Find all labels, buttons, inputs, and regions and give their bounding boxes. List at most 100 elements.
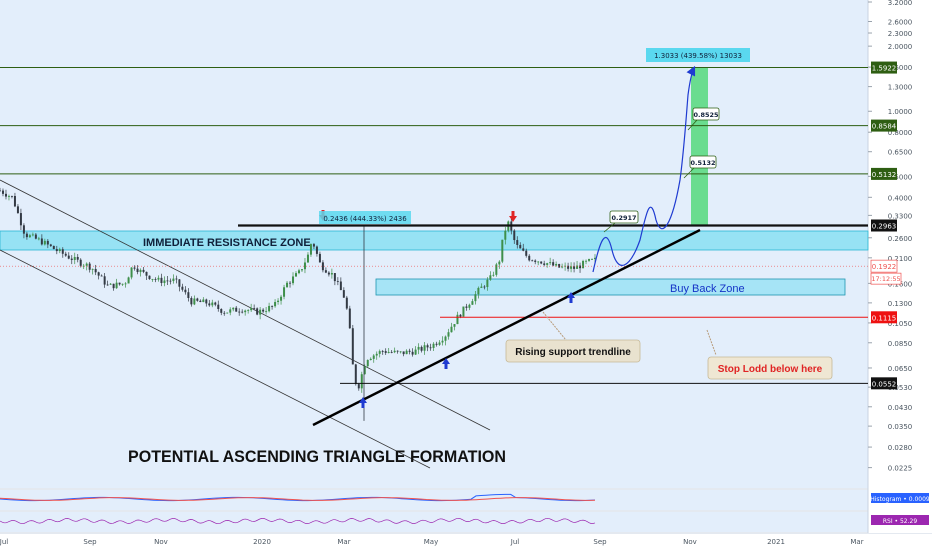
candle-body [295, 273, 298, 277]
candle-body [561, 266, 564, 268]
channel-lower-line[interactable] [0, 249, 431, 469]
rsi-line [0, 517, 596, 525]
rising-support-trendline[interactable] [312, 228, 701, 427]
candle-body [522, 248, 525, 251]
candle-body [7, 195, 10, 197]
candle-body [303, 262, 306, 270]
candle-body [300, 269, 303, 271]
channel-upper-line[interactable] [0, 179, 491, 431]
target-1-box[interactable] [609, 210, 639, 224]
candle-body [549, 262, 552, 264]
y-tick-label: 0.6500 [888, 149, 913, 157]
candle-body [4, 193, 7, 197]
candle-body [76, 256, 79, 260]
candle-body [519, 244, 522, 249]
candle-body [100, 275, 103, 277]
candle-body [70, 258, 73, 260]
candle-body [498, 261, 501, 265]
y-tick-label: 1.0000 [888, 108, 913, 116]
candle-body [366, 360, 369, 367]
candle-body [163, 280, 166, 284]
candle-body [79, 259, 82, 266]
x-tick-label: Sep [83, 538, 97, 546]
x-tick-label: Jul [510, 538, 520, 546]
candle-body [106, 284, 109, 286]
candle-body [594, 257, 596, 259]
candle-body [468, 304, 471, 308]
stop-loss-callout[interactable] [707, 356, 833, 380]
buy-arrow-icon [359, 397, 367, 408]
candle-body [115, 282, 118, 289]
candle-body [336, 281, 339, 282]
candle-body [414, 349, 417, 355]
candle-body [121, 283, 124, 285]
target-3-box[interactable] [692, 107, 720, 121]
candle-body [229, 309, 232, 313]
buy-back-zone[interactable] [375, 278, 846, 296]
candle-body [306, 254, 309, 263]
x-tick-label: Mar [850, 538, 863, 546]
target-2-box[interactable] [689, 155, 717, 169]
measure-big-box[interactable] [646, 48, 750, 62]
candle-body [429, 347, 432, 349]
current-price-badge [870, 259, 898, 273]
resistance-zone-label: IMMEDIATE RESISTANCE ZONE [143, 237, 311, 249]
candle-body [118, 282, 121, 285]
candle-body [390, 351, 393, 353]
candle-body [55, 249, 58, 252]
x-tick-label: Jul [0, 538, 8, 546]
x-tick-label: Mar [337, 538, 350, 546]
candle-body [208, 303, 211, 306]
x-tick-label: Nov [683, 538, 697, 546]
candle-body [540, 261, 543, 264]
y-tick-label: 0.1050 [888, 320, 913, 328]
candle-body [411, 351, 414, 355]
candle-body [172, 278, 175, 282]
candle-body [297, 270, 300, 274]
candle-body [157, 277, 160, 280]
candle-body [31, 234, 34, 236]
candle-body [127, 277, 130, 284]
candle-body [516, 240, 519, 245]
y-tick-label: 2.6000 [888, 19, 913, 27]
rising-support-callout[interactable] [505, 339, 641, 363]
candle-body [124, 283, 127, 285]
projection-path [592, 65, 696, 273]
candle-body [196, 298, 199, 301]
measure-big-label: 1.3033 (439.58%) 13033 [654, 52, 742, 60]
candle-body [0, 190, 1, 192]
candle-body [489, 275, 492, 280]
candle-body [1, 190, 4, 194]
measure-small-box[interactable] [319, 211, 411, 224]
candle-body [241, 311, 244, 313]
candle-body [64, 253, 67, 256]
candle-body [552, 262, 555, 266]
current-price-value: 0.1922 [872, 263, 897, 271]
y-tick-label: 1.3000 [888, 84, 913, 92]
buy-back-zone-label: Buy Back Zone [670, 283, 745, 295]
countdown-badge [870, 272, 902, 285]
price-level-badge [871, 119, 897, 132]
candle-body [315, 246, 318, 254]
candle-body [474, 294, 477, 302]
candle-body [345, 297, 348, 309]
candle-body [423, 345, 426, 351]
candle-body [327, 272, 330, 275]
candle-body [477, 287, 480, 295]
candle-body [94, 268, 97, 273]
candle-body [579, 265, 582, 269]
target-2-value: 0.5132 [690, 159, 715, 167]
candle-body [283, 287, 286, 297]
candle-body [250, 308, 253, 311]
candle-body [19, 213, 22, 226]
candle-body [342, 290, 345, 298]
candle-body [214, 302, 217, 305]
candle-body [375, 353, 378, 356]
resistance-zone[interactable] [0, 230, 869, 251]
buy-arrow-icon [442, 358, 450, 369]
candle-body [256, 308, 259, 315]
candle-body [58, 249, 61, 252]
candle-body [483, 286, 486, 288]
candle-body [142, 269, 145, 272]
